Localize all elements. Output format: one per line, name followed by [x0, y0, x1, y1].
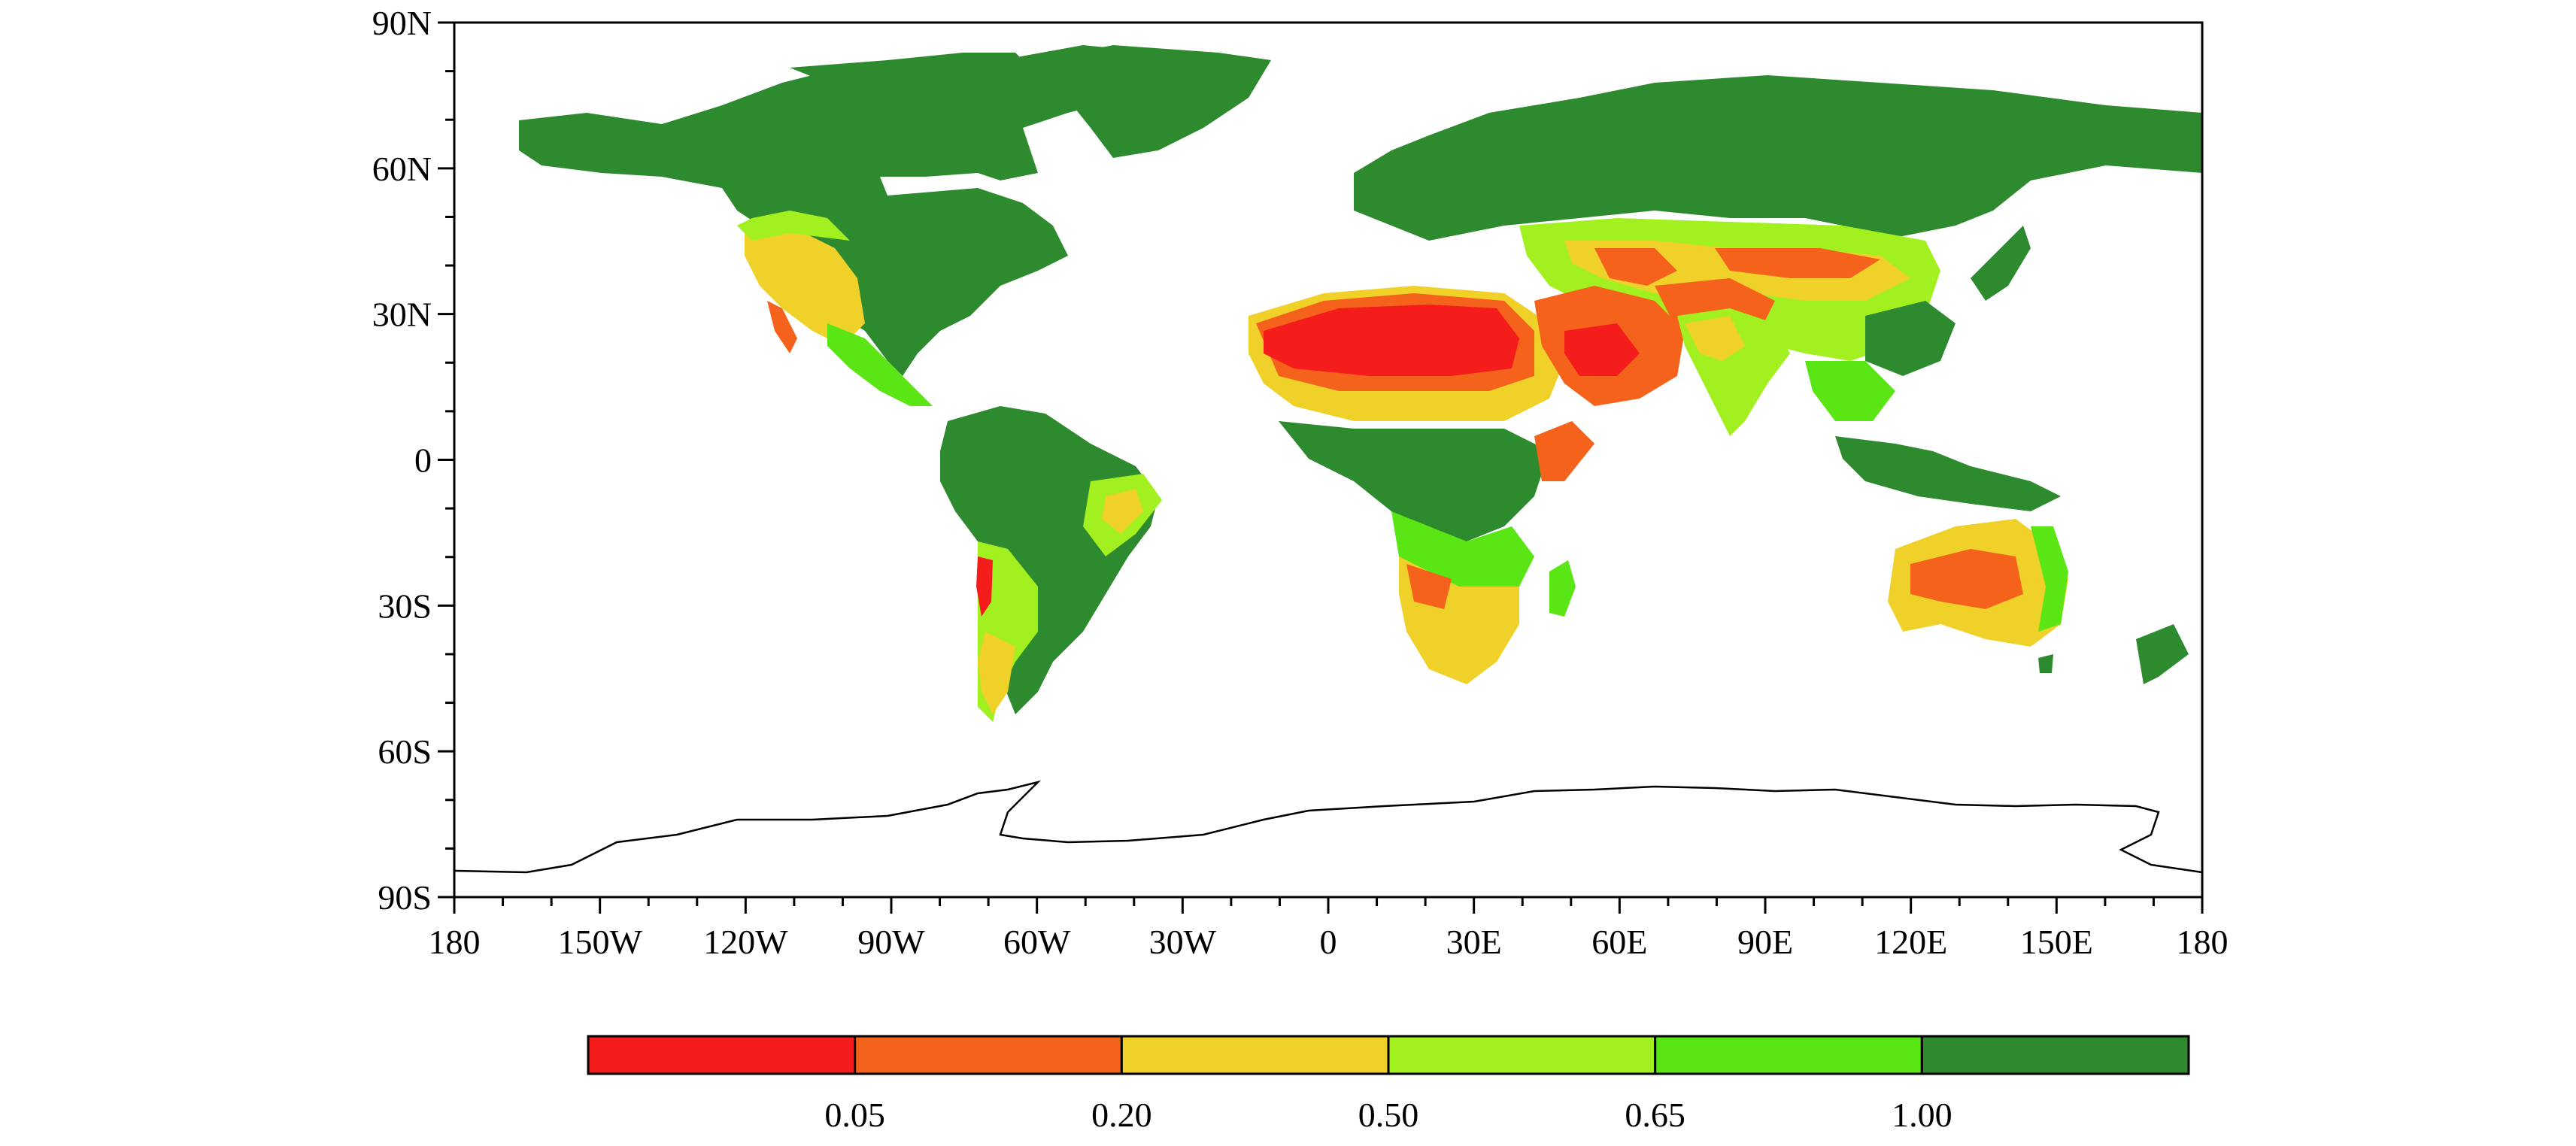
lon-tick-label: 120E [1874, 923, 1947, 961]
colorbar-label: 0.20 [1091, 1096, 1152, 1134]
region-arabia-core [1564, 323, 1640, 376]
lon-tick-label: 90E [1737, 923, 1793, 961]
region-us-southwest [745, 226, 865, 346]
region-greenland [1038, 45, 1271, 158]
lon-tick-label: 150W [557, 923, 642, 961]
lon-tick-label: 60W [1003, 923, 1071, 961]
lat-tick-label: 90N [372, 4, 432, 42]
lat-tick-label: 60S [378, 732, 432, 771]
lon-tick-label: 30W [1149, 923, 1217, 961]
region-australia-coast [2031, 526, 2068, 632]
region-sahara-red [1264, 305, 1519, 376]
colorbar-segment [1120, 1035, 1390, 1075]
region-arctic-islands [790, 53, 1038, 83]
antarctica-outline [454, 780, 2202, 874]
lat-tick-label: 30N [372, 296, 432, 334]
lon-tick-label: 120W [703, 923, 788, 961]
lat-tick-label: 60N [372, 150, 432, 188]
longitude-axis: 180 150W 120W 90W 60W 30W 0 30E 60E 90E 120E 150E 18… [429, 897, 2229, 961]
region-madagascar [1549, 560, 1576, 617]
region-kalahari [1406, 564, 1452, 609]
region-us-southwest-light [737, 211, 850, 241]
region-baja [767, 301, 797, 353]
colorbar-segment [1387, 1035, 1657, 1075]
lon-tick-label: 150E [2020, 923, 2093, 961]
region-china-south [1865, 301, 1956, 376]
lon-tick-label: 90W [857, 923, 925, 961]
lat-tick-label: 90S [378, 878, 432, 917]
colorbar-label: 0.05 [824, 1096, 885, 1134]
region-eurasia-north [1354, 75, 2202, 241]
region-atacama [976, 556, 993, 617]
region-australia-arid [1910, 549, 2023, 609]
region-africa-tropics [1279, 421, 1549, 541]
lon-tick-label: 180 [429, 923, 481, 961]
lon-tick-label: 60E [1591, 923, 1647, 961]
colorbar-label: 1.00 [1892, 1096, 1952, 1134]
lat-tick-label: 0 [414, 441, 432, 480]
index-field [519, 45, 2202, 722]
colorbar-segment [587, 1035, 857, 1075]
latitude-axis: 90N 60N 30N 0 30S 60S 90S [372, 4, 454, 917]
region-patagonia [978, 632, 1015, 714]
lon-tick-label: 30E [1446, 923, 1502, 961]
lon-tick-label: 180 [2177, 923, 2229, 961]
colorbar-segment [1654, 1035, 1923, 1075]
region-japan [1971, 226, 2031, 301]
region-india-dry [1685, 316, 1745, 361]
colorbar: 0.05 0.20 0.50 0.65 1.00 [587, 1035, 2190, 1134]
colorbar-label: 0.65 [1625, 1096, 1685, 1134]
colorbar-segment [1920, 1035, 2190, 1075]
region-new-zealand [2136, 624, 2189, 684]
colorbar-label: 0.50 [1358, 1096, 1419, 1134]
lat-tick-label: 30S [378, 587, 432, 625]
region-se-asia [1805, 361, 1895, 421]
region-central-asia-arid [1594, 248, 1880, 286]
region-indonesia [1835, 436, 2061, 511]
region-east-africa [1534, 421, 1594, 481]
colorbar-segment [854, 1035, 1123, 1075]
lon-tick-label: 0 [1320, 923, 1337, 961]
region-mexico [827, 323, 933, 406]
region-tasmania [2038, 654, 2053, 673]
region-brazil-dry-core [1102, 489, 1143, 534]
region-north-america [519, 45, 1188, 376]
